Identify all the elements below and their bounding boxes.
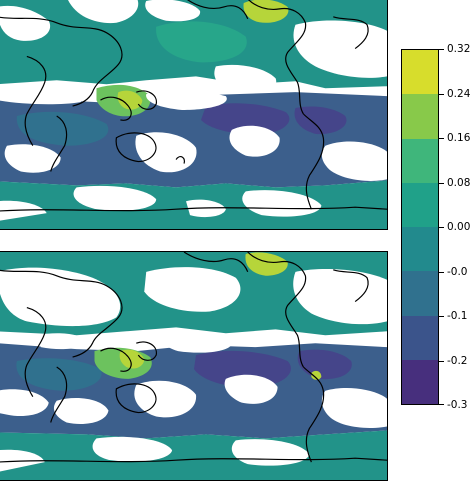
pacific-indigo-patch [200, 103, 290, 135]
colorbar-band [402, 138, 438, 183]
atlantic-small-yellow [311, 370, 322, 380]
colorbar-band [402, 315, 438, 360]
atlantic-indigo-patch [297, 349, 352, 380]
colorbar-band [402, 182, 438, 227]
colorbar-tick-label: 0.08 [447, 176, 471, 189]
colorbar: 0.32 0.24 0.16 0.08 0.00 -0.0 -0.1 -0.2 -0.3 [401, 43, 474, 411]
bottom-map-svg [0, 252, 387, 480]
colorbar-tick-label: -0.1 [447, 310, 468, 322]
colorbar-tick-label: 0.16 [447, 132, 471, 144]
colorbar-band [402, 50, 438, 95]
colorbar-tick-label: -0.3 [447, 399, 468, 411]
colorbar-tick-mark [439, 316, 444, 317]
top-coastlines [0, 0, 387, 212]
bottom-map-panel [0, 251, 388, 481]
colorbar-gradient [401, 49, 439, 405]
tropical-blue-band [0, 92, 387, 188]
maritime-yellow [117, 90, 143, 110]
colorbar-tick-label: -0.0 [447, 265, 468, 278]
pacific-light-teal [156, 21, 247, 63]
top-map-panel [0, 0, 388, 230]
colorbar-tick-mark [439, 227, 444, 228]
southern-teal-band [0, 430, 387, 480]
colorbar-band [402, 359, 438, 404]
colorbar-tick-mark [439, 93, 444, 95]
colorbar-tick-mark [439, 182, 444, 184]
colorbar-tick-mark [439, 404, 444, 405]
colorbar-band [402, 94, 438, 139]
top-mask-regions [0, 0, 387, 221]
top-map-svg [0, 0, 387, 229]
top-anomaly-field [0, 0, 387, 229]
colorbar-tick-mark [439, 49, 444, 50]
indian-ocean-blue [16, 111, 109, 146]
atlantic-indigo-patch [294, 106, 347, 135]
colorbar-tick-mark [439, 138, 444, 139]
bottom-mask-regions [0, 267, 387, 472]
colorbar-tick-label: -0.2 [447, 354, 468, 367]
colorbar-tick-mark [439, 271, 444, 273]
colorbar-tick-label: 0.32 [447, 43, 471, 55]
arctic-yellow [243, 0, 289, 23]
colorbar-band [402, 227, 438, 272]
colorbar-tick-label: 0.00 [447, 221, 471, 233]
pacific-indigo-patch [193, 350, 291, 388]
indian-ocean-blue [16, 358, 102, 391]
bottom-coastlines [0, 252, 387, 463]
colorbar-tick-mark [439, 360, 444, 362]
colorbar-band [402, 271, 438, 316]
colorbar-tick-label: 0.24 [447, 87, 471, 100]
